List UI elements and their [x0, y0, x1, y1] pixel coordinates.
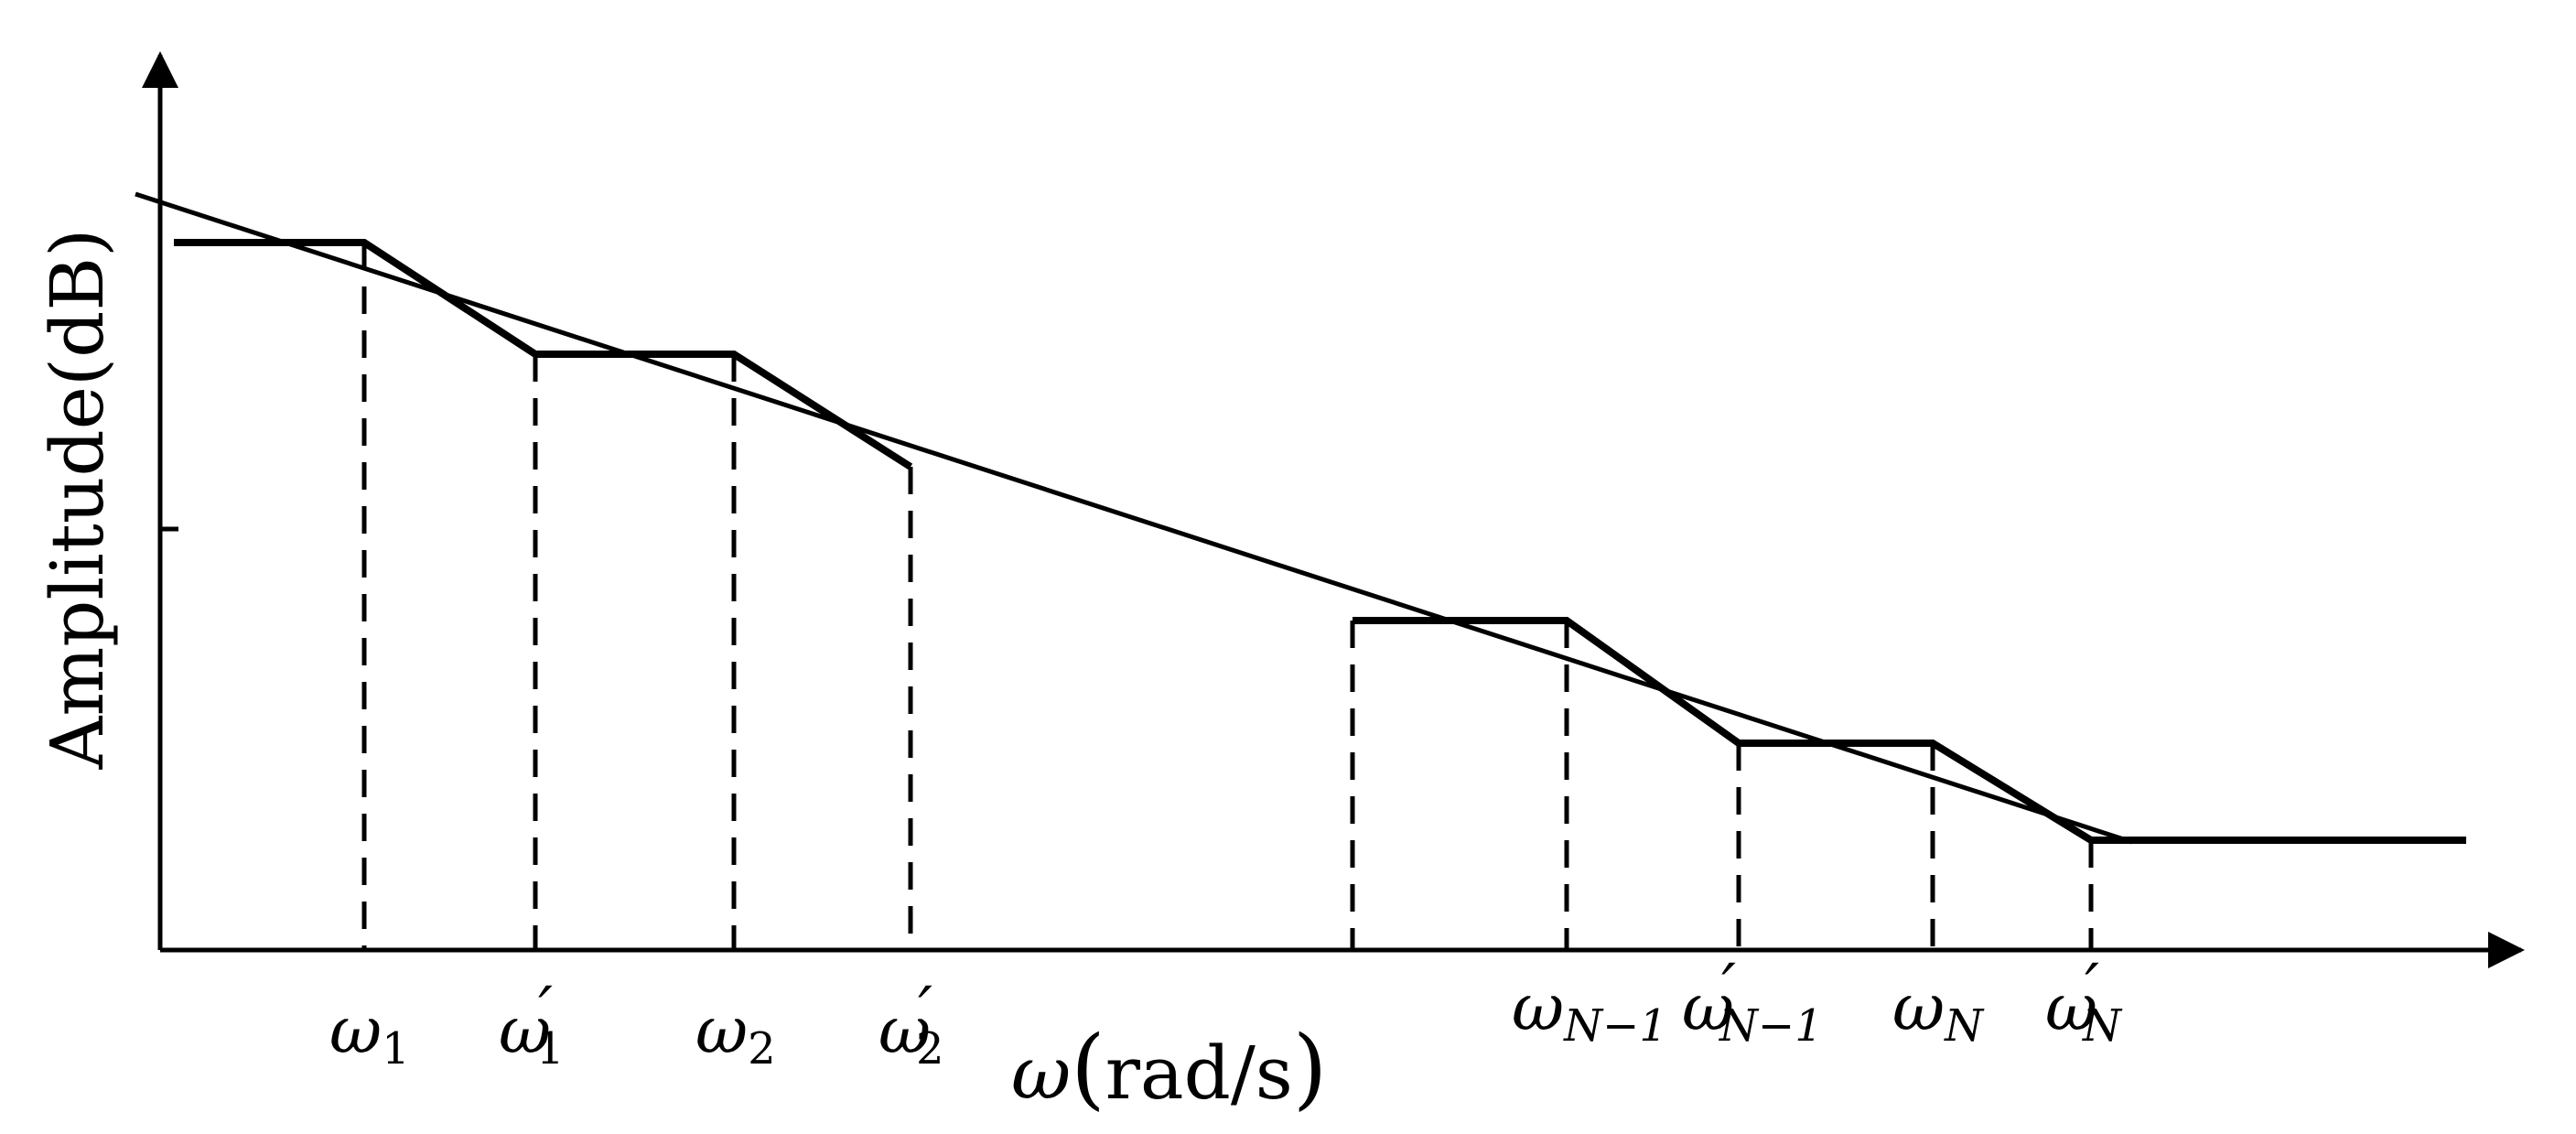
frequency-label-omega-1: ω1: [329, 993, 410, 1075]
frequency-label-omega-n-minus-1-prime: ω′ N−1: [1682, 950, 1823, 1052]
stepped-approximation-segment-2: [1353, 617, 2466, 844]
frequency-label-omega-2-prime: ω′ 2: [878, 973, 944, 1075]
frequency-label-omega-2: ω2: [695, 993, 776, 1075]
frequency-label-omega-1-prime: ω′ 1: [499, 973, 565, 1075]
frequency-labels: ω1 ω′ 1 ω2 ω′ 2 ωN−1 ω′ N−1 ωN ω′ N: [329, 950, 2123, 1075]
stepped-approximation-segment-1: [174, 239, 913, 470]
frequency-label-omega-n-prime: ω′ N: [2045, 950, 2123, 1052]
y-axis-label: Amplitude(dB): [35, 229, 120, 771]
x-axis-label: ω(rad/s): [1011, 1017, 1327, 1119]
frequency-label-omega-n: ωN: [1892, 970, 1985, 1052]
asymptote-line: [135, 191, 2133, 845]
dashed-guides: [361, 243, 2094, 950]
frequency-label-omega-n-minus-1: ωN−1: [1512, 970, 1667, 1052]
